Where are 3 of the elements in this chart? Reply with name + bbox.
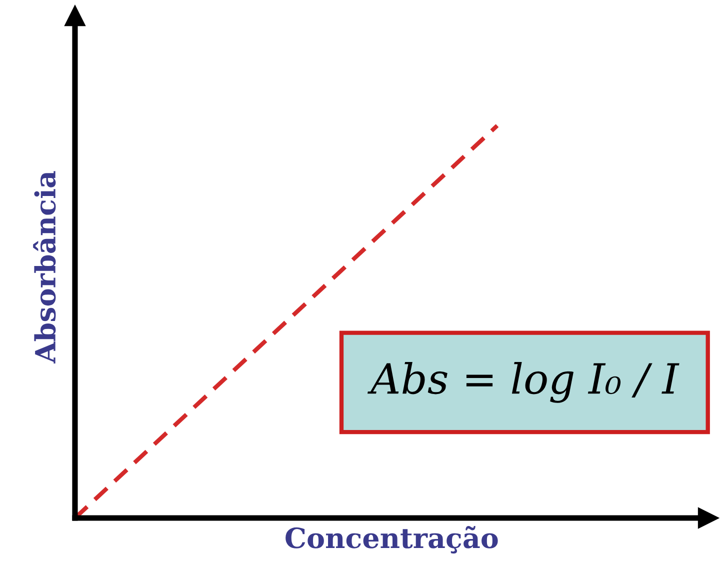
x-axis-title: Concentração: [286, 526, 498, 554]
y-axis-title: Absorbância: [33, 171, 56, 364]
annotation: Abs = log I₀ / I: [367, 362, 680, 403]
